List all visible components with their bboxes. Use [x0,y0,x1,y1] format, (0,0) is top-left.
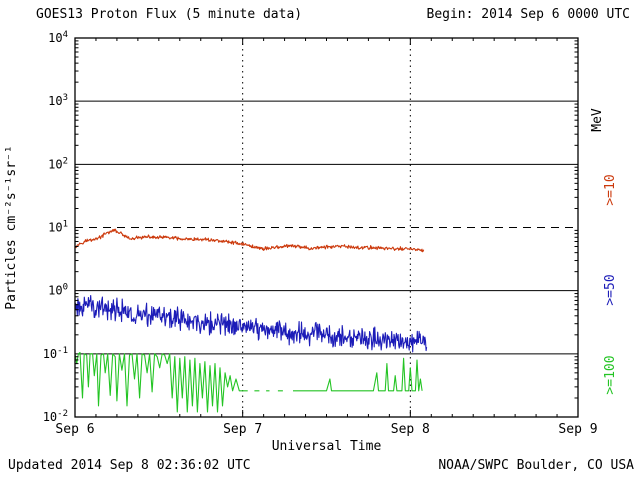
begin-label: Begin: 2014 Sep 6 0000 UTC [426,7,631,22]
x-axis-label: Universal Time [272,439,382,454]
y-axis-label: Particles cm⁻²s⁻¹sr⁻¹ [4,145,19,309]
y-tick-label: 10-1 [43,346,68,361]
x-tick-label: Sep 8 [391,422,430,437]
series-path-gege50 [74,295,428,353]
credit-label: NOAA/SWPC Boulder, CO USA [438,458,634,473]
y-tick-label: 101 [48,220,68,235]
x-tick-label: Sep 9 [558,422,597,437]
x-tick-label: Sep 7 [223,422,262,437]
y-tick-label: 104 [48,30,68,45]
series-path-gege10 [74,228,425,253]
y-tick-label: 102 [48,156,68,171]
y-tick-label: 10-2 [43,409,68,424]
y-tick-label: 103 [48,93,68,108]
mev-axis-label: MeV [590,108,605,132]
series-path-gege100 [74,351,423,413]
updated-label: Updated 2014 Sep 8 02:36:02 UTC [8,458,251,473]
chart-title: GOES13 Proton Flux (5 minute data) [36,7,303,22]
y-tick-label: 100 [48,283,68,298]
series-label-gege10: >=10 [603,174,618,205]
x-tick-label: Sep 6 [55,422,94,437]
series-label-gege50: >=50 [603,274,618,305]
series-label-gege100: >=100 [603,355,618,394]
